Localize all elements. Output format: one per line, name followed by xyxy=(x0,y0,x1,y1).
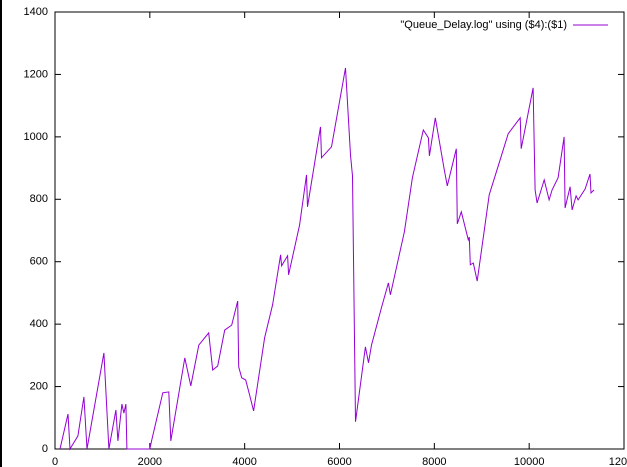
y-tick-label: 600 xyxy=(30,256,48,268)
x-tick-label: 12000 xyxy=(609,456,627,467)
x-tick-label: 8000 xyxy=(422,456,446,467)
x-tick-label: 10000 xyxy=(514,456,545,467)
y-tick-label: 1000 xyxy=(24,131,48,143)
y-tick-label: 1400 xyxy=(24,6,48,18)
y-tick-label: 1200 xyxy=(24,68,48,80)
x-tick-label: 6000 xyxy=(327,456,351,467)
plot-frame xyxy=(54,11,625,450)
y-tick-label: 0 xyxy=(42,443,48,455)
x-tick-label: 2000 xyxy=(138,456,162,467)
y-tick-label: 200 xyxy=(30,380,48,392)
y-tick-label: 400 xyxy=(30,318,48,330)
x-tick-label: 0 xyxy=(52,456,58,467)
y-tick-label: 800 xyxy=(30,193,48,205)
series-line xyxy=(59,67,595,451)
legend-label: "Queue_Delay.log" using ($4):($1) xyxy=(400,19,567,31)
x-tick-label: 4000 xyxy=(232,456,256,467)
